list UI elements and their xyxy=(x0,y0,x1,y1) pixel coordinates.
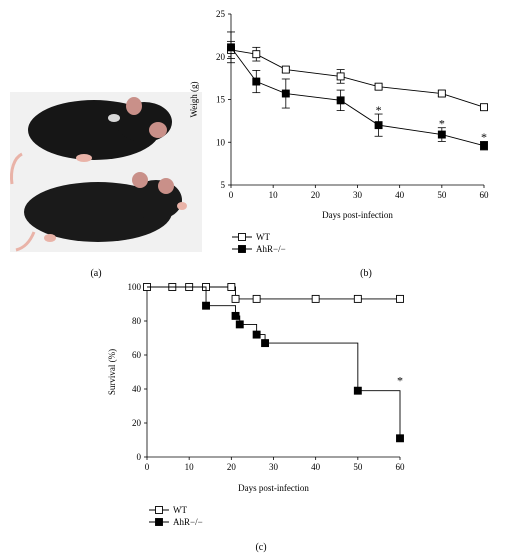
survival-chart: 0 10 20 30 40 50 60 0 20 40 60 80 100 Days post-infec… xyxy=(107,282,405,527)
mouse-upper xyxy=(10,97,172,185)
x-tick-label: 20 xyxy=(311,190,321,200)
data-point-wt xyxy=(480,103,488,112)
y-tick-label: 5 xyxy=(221,180,226,190)
data-point-wt xyxy=(374,82,383,91)
series-line-wt xyxy=(230,49,485,108)
data-point-wt xyxy=(231,294,240,303)
data-point-wt xyxy=(252,50,261,59)
nose-lower xyxy=(177,202,187,210)
x-tick-label: 40 xyxy=(395,190,405,200)
ear-lower-right xyxy=(158,178,174,194)
x-tick-label: 0 xyxy=(145,462,150,472)
data-point-ahr-ko xyxy=(261,339,270,348)
y-tick-label: 20 xyxy=(216,52,226,62)
data-point-wt xyxy=(437,89,446,98)
x-tick-label: 30 xyxy=(353,190,363,200)
legend-label-ahr-ko: AhR−/− xyxy=(256,244,286,254)
data-point-ahr-ko xyxy=(252,330,261,339)
legend-marker-ahr-ko xyxy=(155,518,163,526)
y-tick-label: 25 xyxy=(216,9,226,19)
x-tick-label: 40 xyxy=(311,462,321,472)
panel-label-c: (c) xyxy=(255,542,266,553)
data-point-ahr-ko xyxy=(227,43,235,52)
x-tick-label: 60 xyxy=(480,190,490,200)
panel-label-b: (b) xyxy=(360,268,372,279)
x-tick-label: 30 xyxy=(269,462,279,472)
paw-upper xyxy=(76,154,92,162)
significance-asterisk: * xyxy=(481,130,487,144)
series-line-ahr-ko xyxy=(230,47,485,147)
y-tick-label: 100 xyxy=(128,282,142,292)
data-point-ahr-ko xyxy=(235,320,244,329)
y-axis-label: Survival (%) xyxy=(107,349,117,395)
fur-highlight-upper xyxy=(108,114,120,122)
series-line-wt xyxy=(147,286,400,300)
paw-lower xyxy=(44,234,56,242)
ear-upper-left xyxy=(126,97,142,115)
legend-marker-ahr-ko xyxy=(238,245,246,253)
data-point-ahr-ko xyxy=(202,301,210,310)
mice-photo xyxy=(10,92,202,252)
data-point-ahr-ko xyxy=(480,141,488,150)
legend-marker-wt xyxy=(238,233,246,241)
data-point-ahr-ko xyxy=(252,77,261,86)
significance-asterisk: * xyxy=(376,103,382,117)
legend-label-ahr-ko: AhR−/− xyxy=(173,517,203,527)
data-point-wt xyxy=(252,294,261,303)
x-tick-label: 10 xyxy=(185,462,195,472)
y-tick-label: 40 xyxy=(132,384,142,394)
legend-label-wt: WT xyxy=(256,232,270,242)
legend-label-wt: WT xyxy=(173,505,187,515)
x-tick-label: 20 xyxy=(227,462,237,472)
data-point-ahr-ko xyxy=(437,130,446,139)
tail-lower xyxy=(15,231,36,252)
data-point-ahr-ko xyxy=(353,386,362,395)
x-tick-label: 50 xyxy=(353,462,363,472)
y-tick-label: 10 xyxy=(216,137,226,147)
x-tick-label: 0 xyxy=(229,190,234,200)
data-point-wt xyxy=(227,283,236,291)
panel-label-a: (a) xyxy=(90,268,101,279)
significance-asterisk: * xyxy=(439,116,445,130)
x-tick-label: 10 xyxy=(269,190,279,200)
y-tick-label: 60 xyxy=(132,350,142,360)
data-point-wt xyxy=(396,294,404,303)
y-tick-label: 80 xyxy=(132,316,142,326)
data-point-ahr-ko xyxy=(281,89,290,98)
y-tick-label: 20 xyxy=(132,418,142,428)
y-tick-label: 0 xyxy=(137,452,142,462)
mouse-lower xyxy=(15,172,187,252)
data-point-wt xyxy=(311,294,320,303)
x-tick-label: 60 xyxy=(396,462,406,472)
weight-chart: 0 10 20 30 40 50 60 5 10 15 20 25 Days post-infectio… xyxy=(189,9,489,254)
x-axis-label: Days post-infection xyxy=(238,483,309,493)
data-point-ahr-ko xyxy=(396,434,404,443)
ear-lower-left xyxy=(132,172,148,188)
x-tick-label: 50 xyxy=(437,190,447,200)
x-axis-label: Days post-infection xyxy=(322,210,393,220)
data-point-ahr-ko xyxy=(336,96,345,105)
data-point-ahr-ko xyxy=(374,121,383,130)
y-axis-label: Weigh (g) xyxy=(189,81,199,117)
data-point-wt xyxy=(336,72,345,81)
data-point-ahr-ko xyxy=(231,311,240,320)
data-point-wt xyxy=(353,294,362,303)
tail-upper xyxy=(10,152,23,185)
y-tick-label: 15 xyxy=(216,95,226,105)
series-line-ahr-ko xyxy=(147,286,401,439)
data-point-wt xyxy=(281,65,290,74)
significance-asterisk: * xyxy=(397,374,403,388)
legend-marker-wt xyxy=(155,506,163,514)
ear-upper-right xyxy=(149,122,167,138)
